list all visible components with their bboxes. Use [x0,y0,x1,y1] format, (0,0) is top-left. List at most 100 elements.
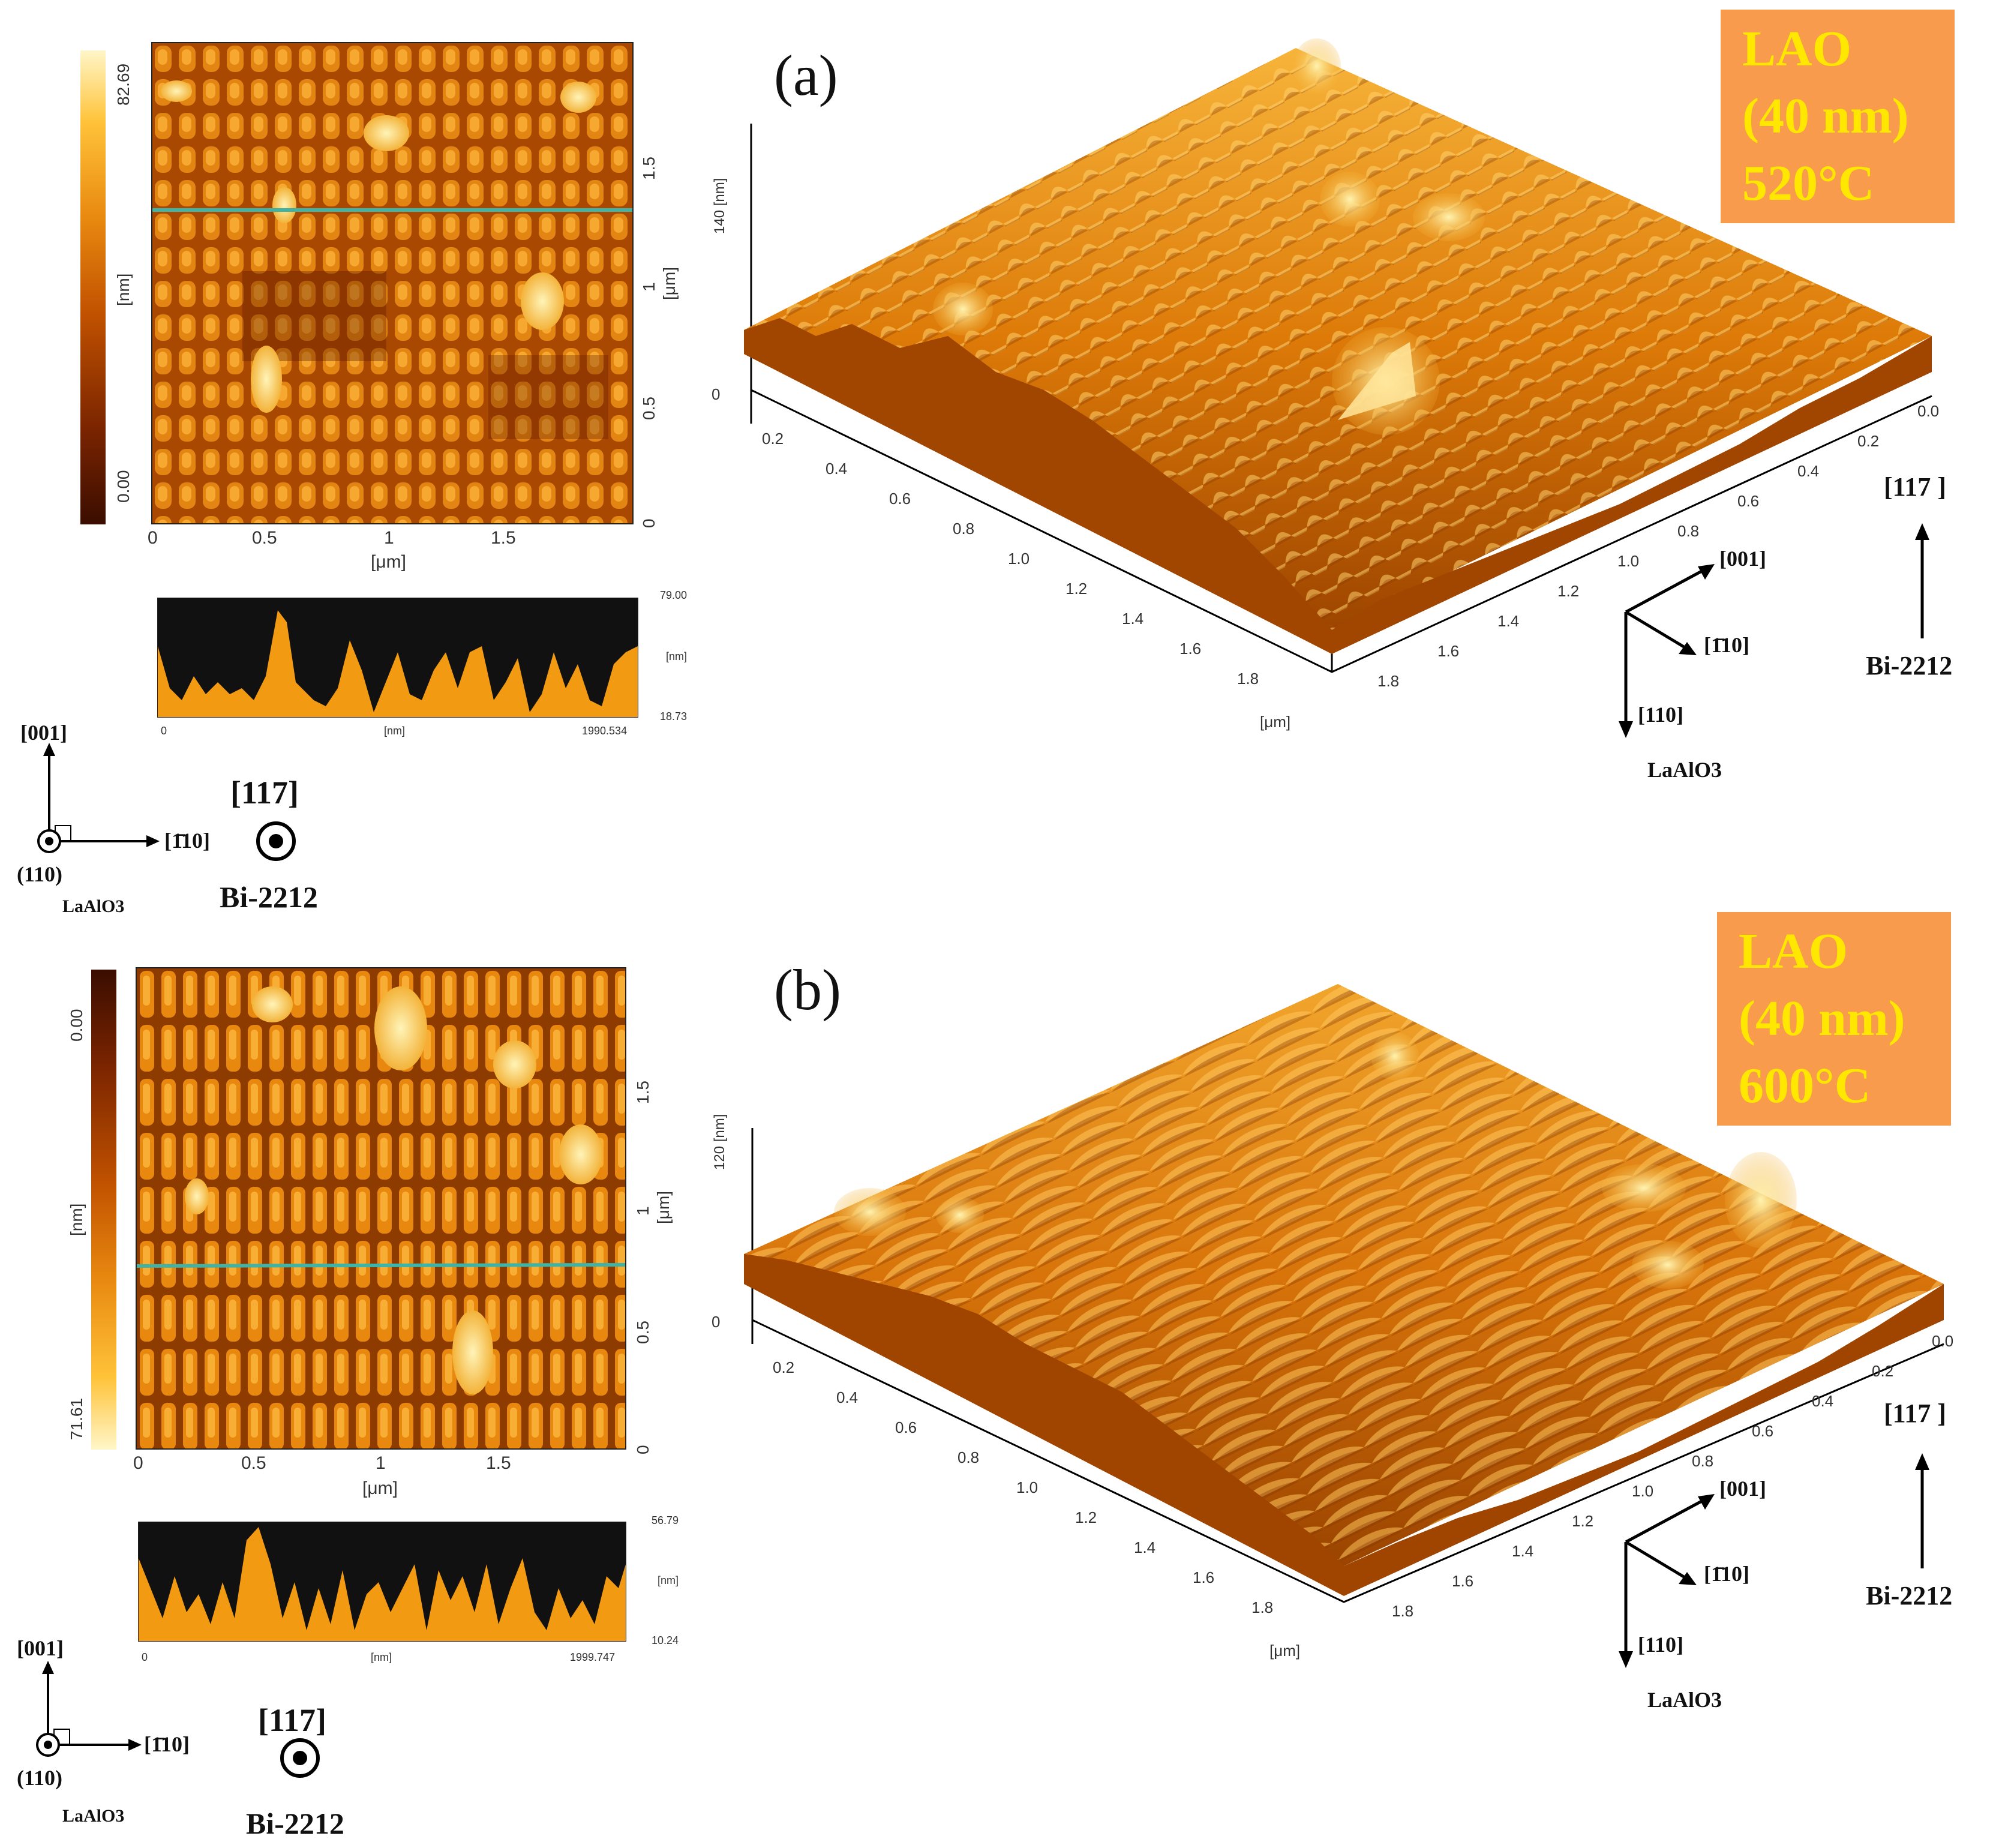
plot3d-a-rt-9: 1.8 [1377,672,1400,690]
map-b-ytick-2: 1 [634,1206,652,1216]
axis3d-b-substrate: LaAlO3 [1647,1688,1722,1712]
plot3d-b-lt-3: 0.8 [958,1448,980,1466]
plot3d-b-lt-2: 0.6 [895,1418,917,1436]
plot3d-a-lt-5: 1.2 [1065,580,1088,598]
afm-3d-surface-b [744,984,1944,1603]
axis3d-b-1b10: [1̄10] [1704,1562,1749,1586]
orientation-2d-a [37,743,296,861]
profile-b-unit: [nm] [658,1574,679,1586]
axis2d-a-001: [001] [20,721,67,745]
plot3d-a-lt-8: 1.8 [1237,670,1259,688]
profile-a-xunit: [nm] [384,725,406,737]
map-b-xtick-2: 1 [376,1453,386,1473]
profile-a-unit: [nm] [666,650,688,662]
condition-box-a: LAO (40 nm) 520°C [1721,10,1955,223]
map-b-yunit: [μm] [654,1190,673,1224]
map-b-xtick-0: 0 [133,1453,143,1473]
profile-a-xmax: 1990.534 [582,725,628,737]
axis3d-a-film: Bi-2212 [1866,651,1953,680]
axis2d-b-film: Bi-2212 [246,1807,344,1840]
plot3d-a-rt-7: 1.4 [1497,612,1520,630]
plot3d-a-lt-6: 1.4 [1122,610,1144,628]
panel-a-letter: (a) [774,43,838,107]
condition-b-thickness: (40 nm) [1739,991,1905,1046]
colorbar-b-bottom-label: 71.61 [67,1397,86,1440]
plot3d-b-lt-5: 1.2 [1075,1508,1097,1526]
profile-a-xmin: 0 [161,725,167,737]
plot3d-a-rt-2: 0.4 [1797,462,1820,480]
condition-b-material: LAO [1739,923,1848,979]
afm-3d-surface-a [744,38,1932,673]
colorbar-b-top-label: 0.00 [67,1009,86,1042]
axis2d-a-1b10: [1̄10] [164,829,210,853]
plot3d-a-z0: 0 [712,385,721,403]
plot3d-b-z0: 0 [712,1313,721,1331]
afm-2d-map-a [151,42,634,524]
axis3d-a-film-dir: [117 ] [1884,472,1946,502]
panel-a: 82.69 [nm] 0.00 0 0.5 1 [17,10,1955,916]
plot3d-a-zmax: 140 [nm] [712,178,728,234]
axis2d-b-1b10: [1̄10] [144,1732,190,1756]
film-arrow-a [1915,523,1929,638]
map-b-xunit: [μm] [362,1478,398,1498]
plot3d-a-lt-0: 0.2 [762,430,784,448]
map-b-xtick-3: 1.5 [486,1453,511,1473]
condition-a-thickness: (40 nm) [1742,88,1909,144]
axis2d-a-film: Bi-2212 [220,880,318,914]
plot3d-b-rt-0: 0.0 [1932,1332,1954,1350]
afm-2d-map-b [136,967,626,1450]
plot3d-a-rt-3: 0.6 [1737,492,1760,510]
plot3d-a-rt-0: 0.0 [1917,402,1940,420]
colorbar-min-label: 0.00 [114,470,133,503]
plot3d-b-rt-8: 1.6 [1452,1572,1474,1590]
map-a-ytick-3: 1.5 [640,157,658,180]
map-a-xtick-2: 1 [384,528,394,548]
plot3d-a-lt-1: 0.4 [826,460,848,478]
map-b-ytick-0: 0 [634,1445,652,1454]
map-a-ytick-0: 0 [640,518,658,528]
axis2d-b-110: (110) [17,1766,62,1790]
plot3d-a-unit: [μm] [1260,713,1291,731]
afm-2d-texture-a [152,43,632,523]
plot3d-b-rt-2: 0.4 [1812,1392,1834,1410]
map-b-ytick-3: 1.5 [634,1081,652,1104]
plot3d-b-lt-0: 0.2 [773,1358,795,1376]
plot3d-b-rt-4: 0.8 [1692,1452,1714,1470]
colorbar-a [80,50,106,524]
plot3d-a-rt-1: 0.2 [1857,432,1880,450]
plot3d-a-rt-6: 1.2 [1557,582,1580,600]
axis3d-a-001: [001] [1719,547,1766,571]
axis2d-b-001: [001] [17,1636,64,1660]
map-a-ytick-2: 1 [640,282,658,292]
plot3d-b-lt-1: 0.4 [836,1388,859,1406]
condition-box-b: LAO (40 nm) 600°C [1717,912,1951,1126]
colorbar-unit-label: [nm] [114,273,133,306]
axis2d-b-film-dir: [117] [258,1702,326,1738]
film-arrow-b [1915,1453,1929,1568]
plot3d-a-lt-2: 0.6 [889,490,911,508]
colorbar-b-unit-label: [nm] [67,1203,86,1236]
axis3d-b-110: [110] [1638,1633,1683,1657]
map-a-xtick-3: 1.5 [491,528,516,548]
axis2d-b-substrate: LaAlO3 [62,1806,125,1826]
map-a-ytick-1: 0.5 [640,397,658,420]
map-b-xtick-1: 0.5 [241,1453,266,1473]
map-a-yunit: [μm] [660,266,679,300]
plot3d-b-rt-9: 1.8 [1392,1602,1414,1620]
panel-b-letter: (b) [774,958,841,1022]
axis3d-a-110: [110] [1638,703,1683,727]
plot3d-a-lt-7: 1.6 [1179,640,1202,658]
plot3d-b-rt-3: 0.6 [1752,1422,1774,1440]
plot3d-a-lt-3: 0.8 [953,520,975,538]
plot3d-b-rt-6: 1.2 [1572,1512,1594,1530]
plot3d-a-rt-8: 1.6 [1437,642,1460,660]
plot3d-b-lt-7: 1.6 [1193,1568,1215,1586]
axis2d-a-film-dir: [117] [230,775,299,811]
plot3d-a-rt-4: 0.8 [1677,522,1700,540]
axis3d-b-film: Bi-2212 [1866,1581,1953,1610]
profile-b-fill [139,1527,626,1641]
afm-2d-texture-b [137,968,625,1448]
axis2d-a-110: (110) [17,862,62,886]
profile-b-xmin: 0 [142,1651,148,1663]
profile-b-ymin: 10.24 [652,1634,679,1646]
